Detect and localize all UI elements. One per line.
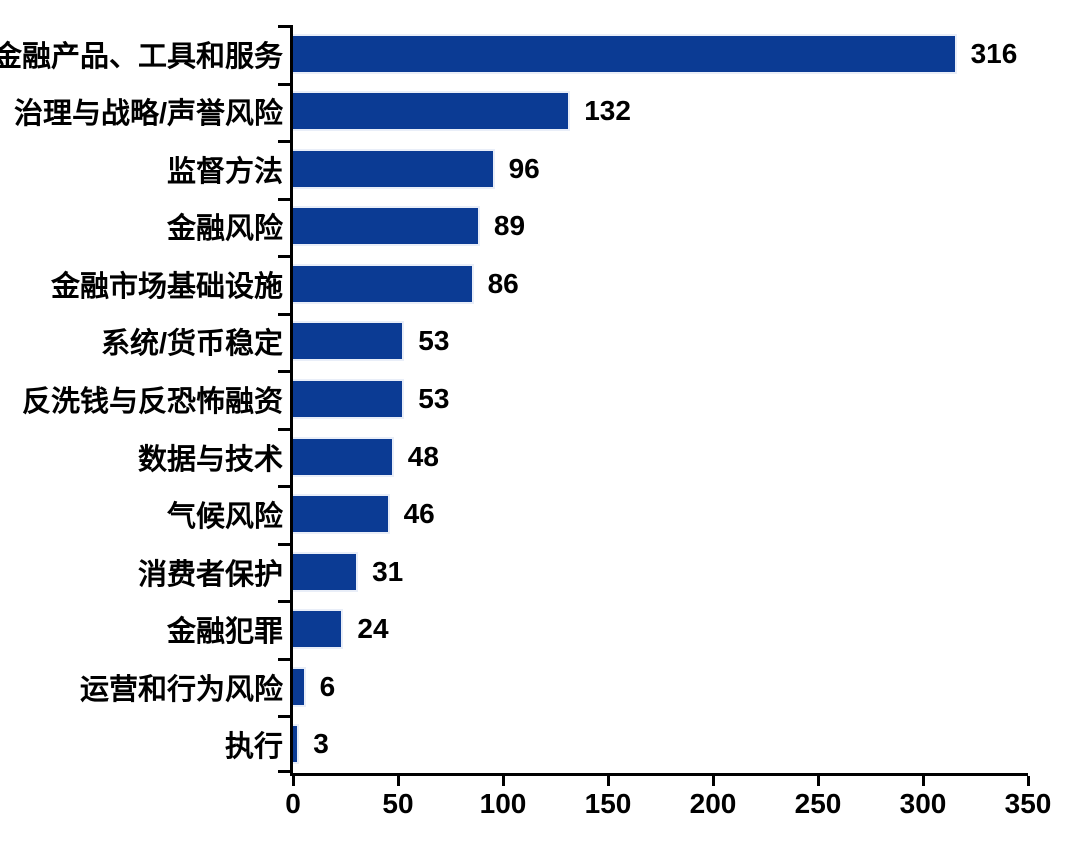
x-tick-label: 300: [899, 788, 947, 819]
y-axis-tick: [278, 25, 290, 28]
y-axis-tick: [278, 313, 290, 316]
y-axis-tick: [278, 600, 290, 603]
x-tick-label: 100: [479, 788, 527, 819]
value-label: 46: [403, 498, 435, 530]
bar: [293, 609, 344, 650]
bar: [293, 263, 474, 304]
value-label: 53: [418, 325, 450, 357]
category-label: 治理与战略/声誉风险: [13, 98, 283, 131]
x-axis-tick: [501, 776, 505, 786]
x-tick-label: 50: [382, 788, 414, 819]
value-label: 132: [584, 95, 631, 127]
value-label: 48: [407, 440, 439, 472]
value-label: 86: [487, 267, 519, 299]
bar: [293, 551, 359, 592]
bar: [293, 666, 306, 707]
bar: [293, 436, 394, 477]
y-axis-tick: [278, 428, 290, 431]
y-axis-tick: [278, 485, 290, 488]
x-tick-label: 0: [285, 788, 301, 819]
category-label: 系统/货币稳定: [100, 328, 283, 361]
y-axis-tick: [278, 658, 290, 661]
category-label: 运营和行为风险: [79, 673, 283, 706]
y-axis-tick: [278, 770, 290, 773]
bar: [293, 33, 957, 74]
value-label: 24: [357, 613, 389, 645]
x-axis: [290, 773, 1028, 776]
y-axis-tick: [278, 140, 290, 143]
y-axis-tick: [278, 255, 290, 258]
value-label: 3: [313, 728, 329, 760]
y-axis: [290, 25, 293, 773]
value-label: 89: [493, 210, 526, 242]
category-label: 气候风险: [166, 501, 283, 534]
bar: [293, 148, 495, 189]
x-tick-label: 350: [1004, 788, 1052, 819]
category-label: 金融风险: [166, 213, 283, 246]
x-tick-label: 200: [689, 788, 737, 819]
y-axis-tick: [278, 370, 290, 373]
x-axis-tick: [1026, 776, 1030, 786]
category-labels: 金融产品、工具和服务治理与战略/声誉风险监督方法金融风险金融市场基础设施系统/货…: [0, 25, 283, 773]
value-label: 31: [372, 555, 404, 587]
x-axis-tick: [711, 776, 715, 786]
plot-area: 316 132 96 89 86 53 53 48 46 31 24 6 3: [278, 25, 1030, 786]
x-axis-tick: [396, 776, 400, 786]
bar: [293, 379, 405, 419]
x-axis-tick: [921, 776, 925, 786]
y-axis-tick: [278, 198, 290, 201]
y-axis-tick: [278, 543, 290, 546]
bar: [293, 91, 571, 132]
x-axis-tick: [291, 776, 295, 786]
value-label: 316: [970, 37, 1018, 69]
value-label: 53: [418, 382, 450, 414]
category-label: 数据与技术: [137, 443, 283, 476]
category-label: 金融犯罪: [166, 616, 283, 649]
x-tick-label: 250: [794, 788, 842, 819]
bar: [293, 206, 480, 247]
y-axis-tick: [278, 715, 290, 718]
x-axis-tick: [606, 776, 610, 786]
category-label: 消费者保护: [137, 558, 283, 591]
bar: [293, 321, 405, 362]
x-tick-label: 150: [584, 788, 632, 819]
bar: [293, 724, 300, 765]
category-label: 金融产品、工具和服务: [0, 40, 283, 73]
value-label: 6: [319, 670, 336, 702]
category-label: 执行: [224, 731, 283, 764]
y-axis-tick: [278, 83, 290, 86]
category-label: 金融市场基础设施: [50, 270, 283, 303]
x-axis-tick: [816, 776, 820, 786]
bar: [293, 494, 390, 535]
category-label: 反洗钱与反恐怖融资: [21, 385, 283, 418]
category-label: 监督方法: [166, 155, 283, 188]
value-label: 96: [508, 152, 540, 184]
